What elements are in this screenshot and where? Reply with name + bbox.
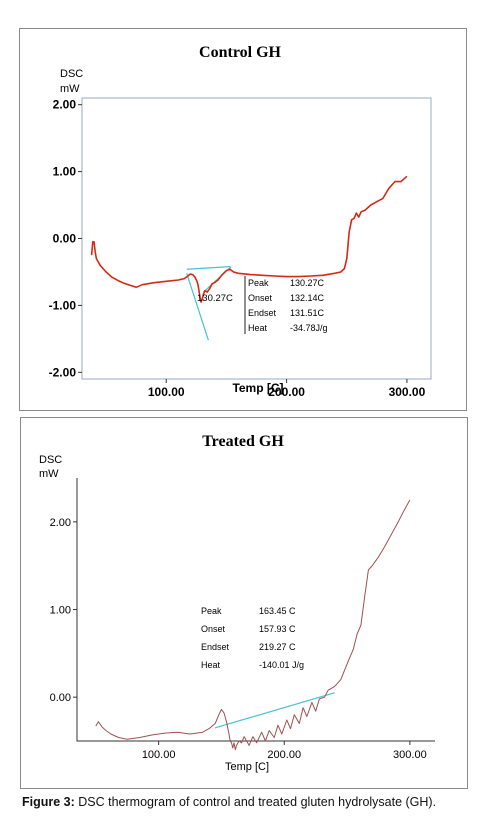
- treated-result-key: Endset: [201, 642, 230, 652]
- control-dsc-curve: [90, 175, 408, 303]
- treated-y-tick-label: 2.00: [50, 517, 71, 529]
- control-x-tick-label: 300.00: [389, 385, 426, 399]
- treated-dsc-curve: [95, 499, 411, 751]
- control-baseline-line: [186, 266, 231, 270]
- treated-axes: [76, 478, 435, 742]
- control-x-axis-label: Temp [C]: [232, 381, 283, 395]
- treated-gh-chart: Treated GH DSC mW 2.00 1.00 0.00 100.00 200.00 3…: [39, 433, 435, 773]
- treated-baseline-line: [215, 692, 335, 729]
- control-baseline-line: [186, 273, 209, 341]
- treated-result-key: Onset: [201, 624, 226, 634]
- control-chart-title: Control GH: [199, 44, 281, 61]
- control-result-key: Peak: [248, 278, 269, 288]
- control-y-tick-label: 2.00: [53, 98, 77, 112]
- treated-x-tick-label: 100.00: [142, 749, 176, 761]
- treated-y-tick-label: 0.00: [50, 692, 71, 704]
- treated-result-value: 157.93 C: [259, 624, 296, 634]
- treated-y-tick-label: 1.00: [50, 605, 71, 617]
- treated-result-key: Peak: [201, 606, 222, 616]
- treated-x-tick-label: 200.00: [267, 749, 301, 761]
- control-ylabel-unit: mW: [60, 83, 80, 95]
- treated-chart-title: Treated GH: [202, 433, 284, 450]
- control-x-tick-label: 200.00: [268, 385, 305, 399]
- control-gh-chart: Control GH DSC mW 2.00 1.00 0.00 -1.00 -2.00 100…: [49, 44, 432, 399]
- figure-caption: Figure 3: DSC thermogram of control and …: [22, 795, 482, 809]
- control-ylabel-dsc: DSC: [60, 68, 83, 80]
- control-y-tick-label: 0.00: [53, 232, 77, 246]
- treated-result-value: 219.27 C: [259, 642, 296, 652]
- treated-ylabel-unit: mW: [39, 468, 59, 480]
- control-plot-frame: [81, 97, 432, 380]
- control-result-value: -34.78J/g: [290, 323, 328, 333]
- control-gh-panel: Control GH DSC mW 2.00 1.00 0.00 -1.00 -2.00 100…: [19, 28, 467, 411]
- control-peak-label: 130.27C: [197, 293, 233, 304]
- caption-label: Figure 3:: [22, 795, 75, 809]
- control-result-key: Heat: [248, 323, 268, 333]
- control-x-tick-label: 100.00: [148, 385, 185, 399]
- control-y-tick-label: -2.00: [49, 365, 77, 379]
- control-y-tick-label: -1.00: [49, 298, 77, 312]
- treated-x-axis-label: Temp [C]: [225, 761, 269, 773]
- treated-gh-panel: Treated GH DSC mW 2.00 1.00 0.00 100.00 200.00 3…: [20, 417, 468, 789]
- control-y-tick-label: 1.00: [53, 165, 77, 179]
- treated-ylabel-dsc: DSC: [39, 454, 62, 466]
- treated-result-value: -140.01 J/g: [259, 660, 304, 670]
- control-result-value: 132.14C: [290, 293, 325, 303]
- treated-result-key: Heat: [201, 660, 221, 670]
- control-result-value: 130.27C: [290, 278, 325, 288]
- control-result-key: Onset: [248, 293, 273, 303]
- treated-result-value: 163.45 C: [259, 606, 296, 616]
- control-result-value: 131.51C: [290, 308, 325, 318]
- treated-x-tick-label: 300.00: [393, 749, 427, 761]
- control-result-key: Endset: [248, 308, 277, 318]
- caption-text: DSC thermogram of control and treated gl…: [74, 795, 437, 809]
